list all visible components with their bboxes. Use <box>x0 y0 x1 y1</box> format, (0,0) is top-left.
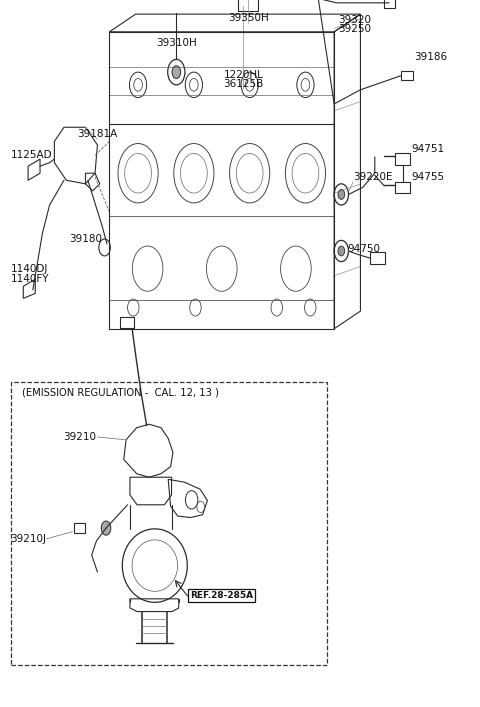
Text: 39181A: 39181A <box>77 129 118 139</box>
Text: 39310H: 39310H <box>156 38 197 48</box>
Text: 94751: 94751 <box>411 144 444 154</box>
Text: 94750: 94750 <box>347 244 380 254</box>
Circle shape <box>338 189 345 199</box>
Text: REF.28-285A: REF.28-285A <box>190 591 253 600</box>
Bar <box>395 153 410 165</box>
Text: 94755: 94755 <box>411 172 444 182</box>
Circle shape <box>338 246 345 256</box>
Circle shape <box>172 66 180 78</box>
Text: 39220E: 39220E <box>353 172 393 182</box>
Text: 39320: 39320 <box>338 15 371 25</box>
Text: 39186: 39186 <box>414 52 447 62</box>
Circle shape <box>101 521 111 535</box>
Text: (EMISSION REGULATION -  CAL. 12, 13 ): (EMISSION REGULATION - CAL. 12, 13 ) <box>22 387 219 397</box>
Bar <box>370 252 385 264</box>
Bar <box>395 182 410 193</box>
Text: 39350H: 39350H <box>228 13 268 23</box>
Text: 39250: 39250 <box>338 24 371 34</box>
Text: 1140DJ: 1140DJ <box>11 264 48 274</box>
Bar <box>384 0 395 8</box>
Bar <box>120 317 134 328</box>
Text: 1220HL: 1220HL <box>223 70 263 80</box>
Text: 39210: 39210 <box>63 432 96 442</box>
Bar <box>73 523 85 533</box>
Text: 39180: 39180 <box>69 234 102 244</box>
Text: 1125AD: 1125AD <box>11 151 52 160</box>
Text: 1140FY: 1140FY <box>11 274 49 284</box>
Bar <box>401 71 413 80</box>
Text: 39210J: 39210J <box>10 534 46 544</box>
Text: 36125B: 36125B <box>223 79 264 89</box>
